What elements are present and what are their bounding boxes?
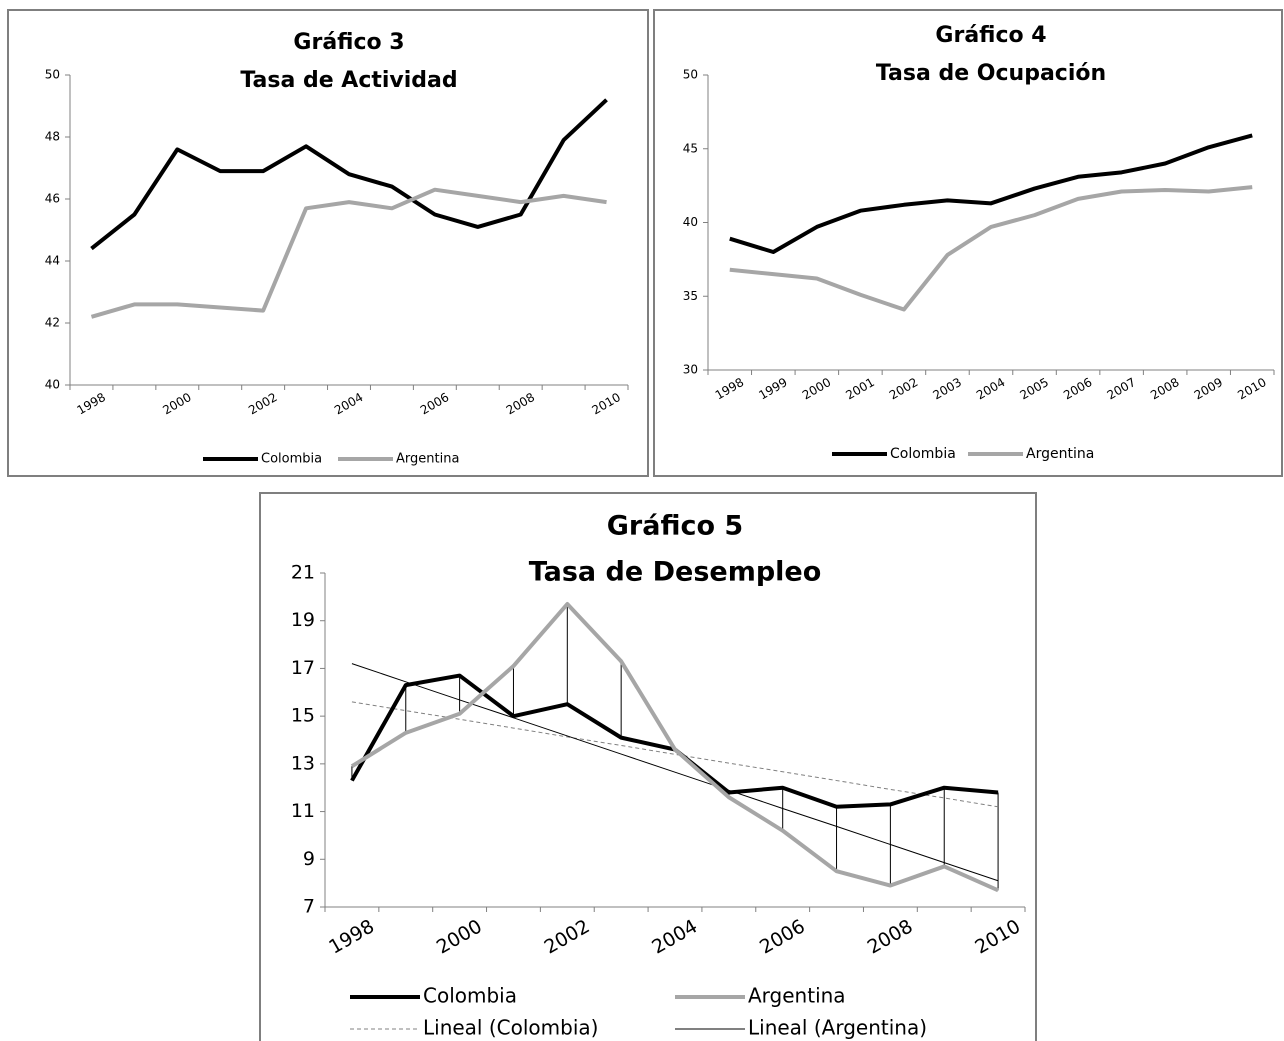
x-tick-label: 1999 [756,375,789,402]
chart-title: Gráfico 5 [607,511,743,542]
legend-label: Colombia [261,452,322,467]
y-tick-label: 9 [303,848,315,870]
legend-label: Argentina [748,984,846,1008]
legend-label: Colombia [423,984,517,1008]
x-tick-label: 2002 [246,390,279,417]
y-tick-label: 44 [45,254,60,268]
x-tick-label: 2004 [648,915,701,958]
chart-subtitle: Tasa de Desempleo [529,557,822,588]
x-tick-label: 2005 [1018,375,1051,402]
x-tick-label: 2000 [800,375,833,402]
x-tick-label: 2010 [971,915,1024,958]
y-tick-label: 40 [683,215,698,229]
x-tick-label: 2010 [1235,375,1268,402]
legend-label: Argentina [1026,446,1094,462]
x-tick-label: 2009 [1192,375,1225,402]
x-tick-label: 1998 [74,390,107,417]
x-tick-label: 2006 [1061,375,1094,402]
x-tick-label: 2002 [541,915,594,958]
chart-subtitle: Tasa de Actividad [240,68,457,93]
series-line [350,602,999,893]
series-line [350,673,999,809]
series-line [90,98,608,251]
chart-frame [259,492,1037,1041]
x-tick-label: 2003 [930,375,963,402]
series-line [729,133,1253,254]
x-tick-label: 2008 [504,390,537,417]
x-tick-label: 2008 [1148,375,1181,402]
x-tick-label: 2004 [974,375,1007,402]
x-tick-label: 2002 [887,375,920,402]
x-tick-label: 2007 [1105,375,1138,402]
chart-subtitle: Tasa de Ocupación [876,61,1106,86]
y-tick-label: 19 [291,609,315,631]
y-tick-label: 42 [45,316,60,330]
chart-frame [7,9,649,477]
legend-label: Lineal (Argentina) [748,1016,927,1040]
y-tick-label: 50 [683,68,698,82]
x-tick-label: 1998 [325,915,378,958]
y-tick-label: 17 [291,657,315,679]
x-tick-label: 2010 [590,390,623,417]
y-tick-label: 21 [291,562,315,584]
y-tick-label: 45 [683,141,698,155]
x-tick-label: 2001 [843,375,876,402]
legend-label: Colombia [890,446,956,462]
y-tick-label: 13 [291,752,315,774]
x-tick-label: 1998 [713,375,746,402]
series-line [729,185,1253,312]
chart: Gráfico 5 Tasa de Desempleo 7 9 11 13 15 17 19 21… [259,492,1037,1041]
chart-frame [653,9,1283,477]
y-tick-label: 7 [303,896,315,918]
x-tick-label: 2006 [418,390,451,417]
y-tick-label: 48 [45,130,60,144]
x-tick-label: 2006 [756,915,809,958]
chart: Gráfico 3 Tasa de Actividad 40 42 44 46 48 50 19… [7,9,649,477]
legend-label: Argentina [396,452,459,467]
x-tick-label: 2000 [160,390,193,417]
chart-title: Gráfico 4 [935,23,1046,48]
x-tick-label: 2000 [433,915,486,958]
y-tick-label: 11 [291,800,315,822]
series-line [351,663,999,882]
series-line [90,187,607,319]
y-tick-label: 46 [45,192,60,206]
y-tick-label: 35 [683,289,698,303]
y-tick-label: 15 [291,705,315,727]
y-tick-label: 30 [683,363,698,377]
chart: Gráfico 4 Tasa de Ocupación 30 35 40 45 50 1998… [653,9,1283,477]
x-tick-label: 2004 [332,390,365,417]
x-tick-label: 2008 [864,915,917,958]
y-tick-label: 50 [45,68,60,82]
chart-title: Gráfico 3 [293,30,404,55]
y-tick-label: 40 [45,378,60,392]
legend-label: Lineal (Colombia) [423,1016,598,1040]
